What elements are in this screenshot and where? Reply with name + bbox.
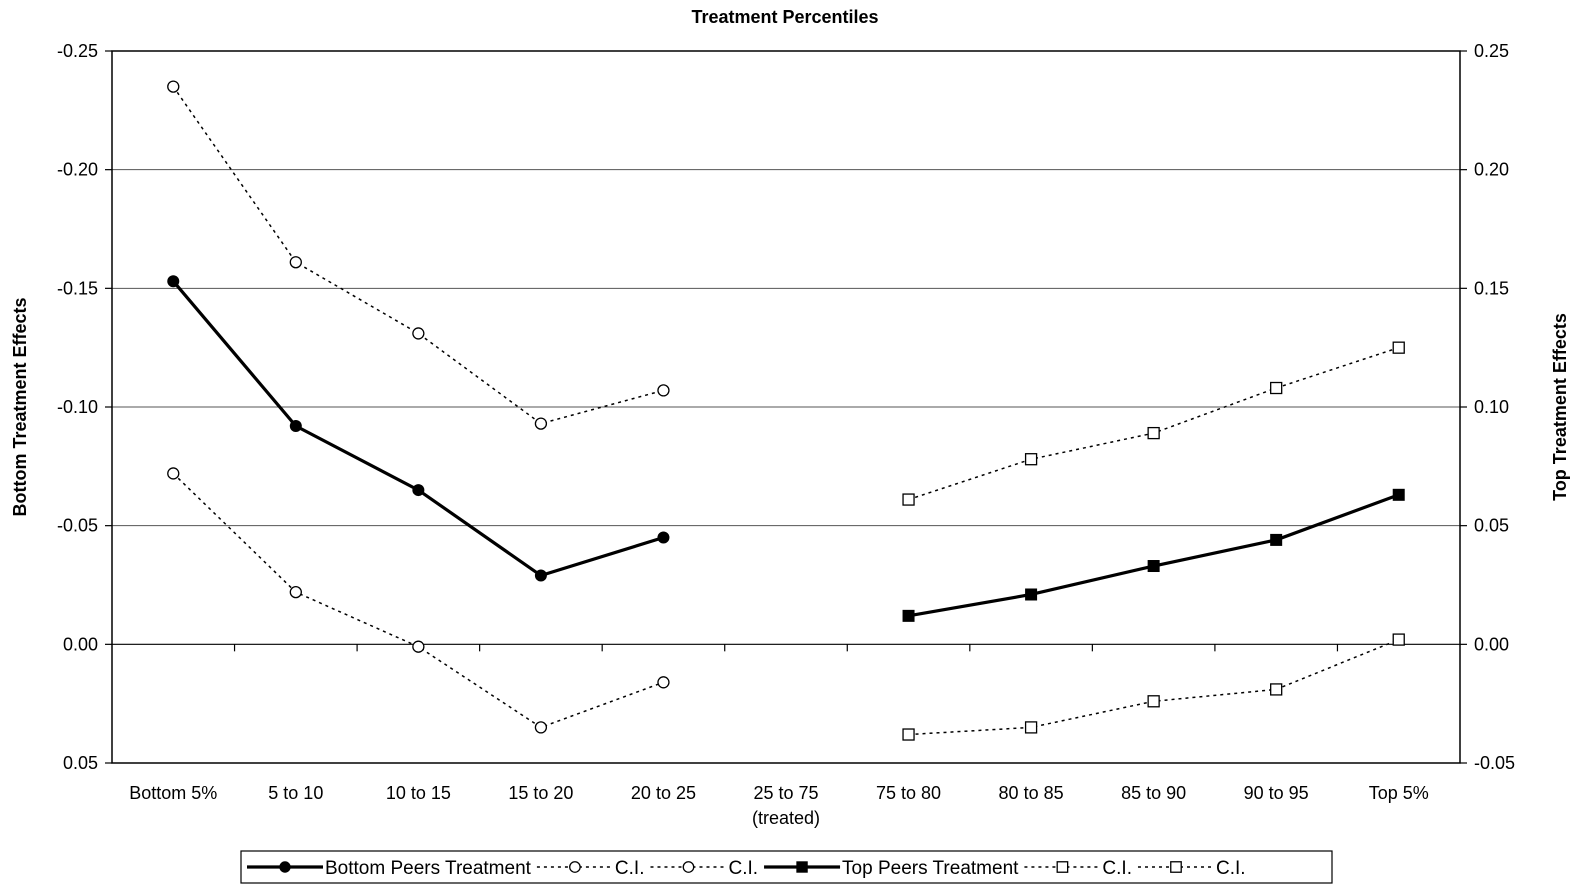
legend-label: C.I. (1216, 858, 1246, 879)
left-tick-label: 0.00 (63, 634, 98, 654)
data-point (167, 275, 180, 288)
data-point (1147, 695, 1160, 708)
data-point (1270, 533, 1283, 546)
x-tick-label: 20 to 25 (631, 783, 696, 803)
series-line (908, 638, 1400, 736)
series (167, 80, 670, 430)
data-point (657, 531, 670, 544)
data-point (1147, 426, 1160, 440)
left-tick-label: -0.15 (57, 278, 98, 298)
x-tick-label: (treated) (752, 808, 820, 828)
axes: -0.25 -0.20 -0.15 -0.10 -0.05 0.00 0.05 0.25 0.2… (57, 41, 1515, 828)
left-tick-label: -0.10 (57, 397, 98, 417)
data-point (657, 384, 670, 397)
x-tick-label: 10 to 15 (386, 783, 451, 803)
data-point (796, 861, 808, 873)
data-point (167, 467, 180, 480)
right-tick-label: 0.20 (1474, 160, 1509, 180)
data-point (1024, 721, 1038, 734)
data-point (902, 493, 915, 506)
left-tick-label: -0.25 (57, 41, 98, 61)
data-point (534, 569, 547, 582)
legend-label: Bottom Peers Treatment (325, 858, 532, 879)
data-point (412, 327, 425, 340)
data-point (1056, 861, 1069, 873)
x-tick-label: Top 5% (1369, 783, 1429, 803)
data-point (1024, 453, 1038, 466)
series-line (908, 346, 1399, 501)
legend-item: C.I. (650, 858, 758, 879)
right-tick-label: 0.10 (1474, 397, 1509, 417)
series-layer (167, 80, 1405, 741)
right-tick-label: 0.05 (1474, 516, 1509, 536)
series (167, 467, 670, 734)
series (902, 341, 1405, 506)
data-point (534, 417, 548, 430)
legend-item: C.I. (536, 858, 645, 879)
legend-item: C.I. (1137, 858, 1246, 879)
data-point (1147, 560, 1160, 573)
chart-title: Treatment Percentiles (691, 7, 878, 27)
data-point (289, 256, 302, 269)
legend-label: C.I. (615, 858, 645, 879)
x-tick-label: 5 to 10 (268, 783, 323, 803)
left-tick-label: -0.20 (57, 160, 98, 180)
legend-item: Bottom Peers Treatment (247, 858, 532, 879)
data-point (902, 609, 915, 622)
data-point (1025, 588, 1038, 601)
x-tick-label: 80 to 85 (999, 783, 1064, 803)
series-line (172, 280, 664, 578)
data-point (1270, 381, 1283, 395)
data-point (682, 861, 695, 873)
x-tick-label: 90 to 95 (1244, 783, 1309, 803)
legend-item: C.I. (1024, 858, 1132, 879)
x-tick-label: 75 to 80 (876, 783, 941, 803)
x-tick-label: Bottom 5% (129, 783, 217, 803)
data-point (657, 676, 670, 689)
left-tick-label: -0.05 (57, 516, 98, 536)
data-point (1392, 341, 1405, 354)
data-point (1392, 488, 1405, 501)
data-point (167, 80, 180, 93)
data-point (534, 721, 548, 734)
legend-label: C.I. (728, 858, 758, 879)
x-tick-label: 25 to 75 (753, 783, 818, 803)
right-tick-label: 0.25 (1474, 41, 1509, 61)
data-point (1392, 633, 1405, 646)
data-point (289, 585, 302, 599)
x-tick-label: 15 to 20 (508, 783, 573, 803)
series-line (172, 472, 664, 729)
data-point (289, 419, 302, 432)
right-axis-title: Top Treatment Effects (1550, 313, 1570, 501)
data-point (569, 861, 581, 873)
data-point (902, 728, 915, 741)
data-point (412, 640, 425, 653)
data-point (1170, 861, 1182, 873)
series-line (908, 493, 1400, 618)
series-line (172, 86, 664, 425)
left-axis-title: Bottom Treatment Effects (10, 297, 30, 516)
data-point (412, 484, 425, 497)
data-point (1270, 683, 1283, 696)
right-tick-label: -0.05 (1474, 753, 1515, 773)
series (902, 488, 1405, 622)
legend-box (240, 850, 1333, 884)
gridlines (112, 169, 1460, 527)
right-tick-label: 0.00 (1474, 634, 1509, 654)
series (167, 275, 670, 582)
series (902, 633, 1405, 741)
data-point (279, 861, 291, 873)
x-tick-label: 85 to 90 (1121, 783, 1186, 803)
legend-label: Top Peers Treatment (842, 858, 1019, 879)
legend: Bottom Peers Treatment C.I. C.I. Top Peers … (240, 850, 1333, 884)
left-tick-label: 0.05 (63, 753, 98, 773)
right-tick-label: 0.15 (1474, 278, 1509, 298)
legend-label: C.I. (1102, 858, 1132, 879)
legend-item: Top Peers Treatment (764, 858, 1019, 879)
